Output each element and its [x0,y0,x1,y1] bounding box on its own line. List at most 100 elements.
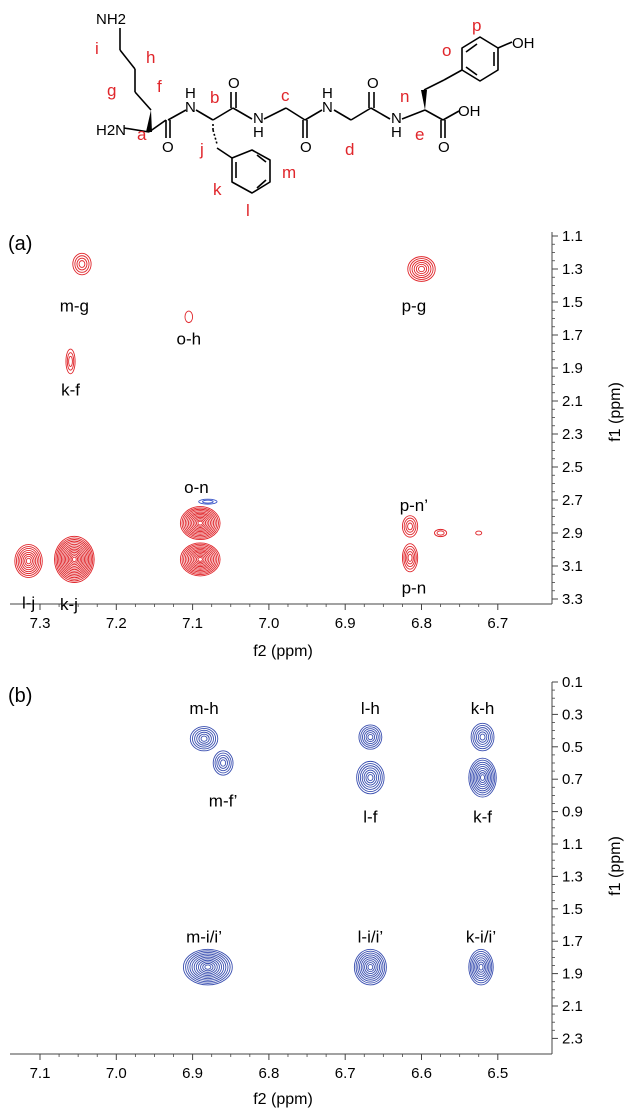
contour-level [474,957,488,977]
contour-level [189,514,211,533]
y-tick-label: 0.9 [562,804,583,821]
x-axis-title: f2 (ppm) [253,643,313,660]
contour-level [194,518,207,529]
contour-level [358,763,383,793]
bond [497,41,513,49]
contour-level [409,258,434,280]
bond [232,107,253,120]
peak-label: p-n’ [400,496,428,515]
contour-level [405,520,415,533]
contour-level [415,263,428,275]
contour-peak [184,310,194,324]
peak-label: k-i/i’ [466,927,496,946]
contour-level [186,511,215,535]
contour-level [74,255,90,273]
position-letter: l [246,201,250,220]
contour-level [62,545,87,574]
bond [256,179,267,189]
contour-level [191,955,225,980]
contour-level [185,950,231,984]
contour-peak [401,515,419,538]
peak-label: k-f [473,807,492,826]
contour-peak [358,724,383,750]
contour-level [20,551,37,571]
panel-b: (b) 7.1 7.0 6.9 6.8 6.7 6.6 6.5 0.10.30.50.70.… [8,674,624,1108]
contour-level [192,553,208,566]
x-tick-label: 7.1 [182,615,203,632]
atom-label: OH [458,103,481,120]
contour-peak [189,726,219,752]
contour-level [358,724,383,750]
peak-label: l-j [22,593,35,612]
bond [256,154,267,163]
atom-label: O [367,75,379,92]
contour-level [181,543,219,576]
bond [401,109,426,120]
contour-level [361,767,379,788]
position-letter: o [442,41,451,60]
x-ticks: 7.3 7.2 7.1 7.0 6.9 6.8 6.7 [30,604,508,632]
position-letter: a [137,125,147,144]
contour-level [365,732,376,743]
contour-level [22,553,35,569]
peak-label: k-f [61,380,80,399]
contour-level [472,763,493,792]
contour-level [401,543,419,573]
contour-level [357,952,384,982]
contour-level [54,535,95,583]
y-tick-label: 2.1 [562,998,583,1015]
contour-level [192,516,208,530]
contour-level [59,542,90,577]
contour-level [195,958,220,977]
contour-level [469,950,493,984]
bond [167,109,187,121]
y-tick-label: 3.1 [562,558,583,575]
contour-level [364,960,377,975]
bond [212,129,218,145]
contour-level [63,547,85,572]
position-letter: i [95,39,99,58]
contour-peak [407,256,436,282]
contour-level [474,727,491,747]
contour-level [477,731,488,743]
contour-level [19,549,38,573]
bond [370,107,391,120]
contour-level [360,956,381,978]
contour-level [477,770,488,786]
x-tick-label: 6.5 [487,1065,508,1082]
contour-peak [198,498,218,505]
contour-level [363,769,378,786]
contour-level [471,953,491,982]
contour-level [401,515,419,538]
contour-level [202,962,214,972]
contour-level [55,537,94,582]
x-tick-label: 6.9 [335,615,356,632]
contour-level [189,953,227,981]
contour-level [365,771,376,784]
peak-label: l-h [361,699,380,718]
contour-peak [179,542,221,577]
contour-peak [468,757,497,798]
contour-level [470,722,495,752]
y-tick-label: 1.1 [562,836,583,853]
contour-level [202,499,214,504]
contour-level [478,963,484,971]
y-tick-label: 1.9 [562,966,583,983]
contour-level [184,510,216,537]
y-tick-label: 1.7 [562,933,583,950]
y-tick-label: 0.5 [562,739,583,756]
contour-level [469,759,496,796]
contour-peak [179,506,221,541]
bond [119,49,136,70]
contour-level [187,951,229,983]
contour-peak [65,348,76,375]
contour-level [367,733,374,741]
contour-level [69,553,80,566]
contour-level [194,554,207,565]
contour-level [14,544,43,578]
atom-label: N [322,99,333,116]
x-tick-label: 7.1 [30,1065,51,1082]
y-tick-label: 1.1 [562,228,583,245]
bond [333,109,352,121]
contour-level [193,956,223,978]
